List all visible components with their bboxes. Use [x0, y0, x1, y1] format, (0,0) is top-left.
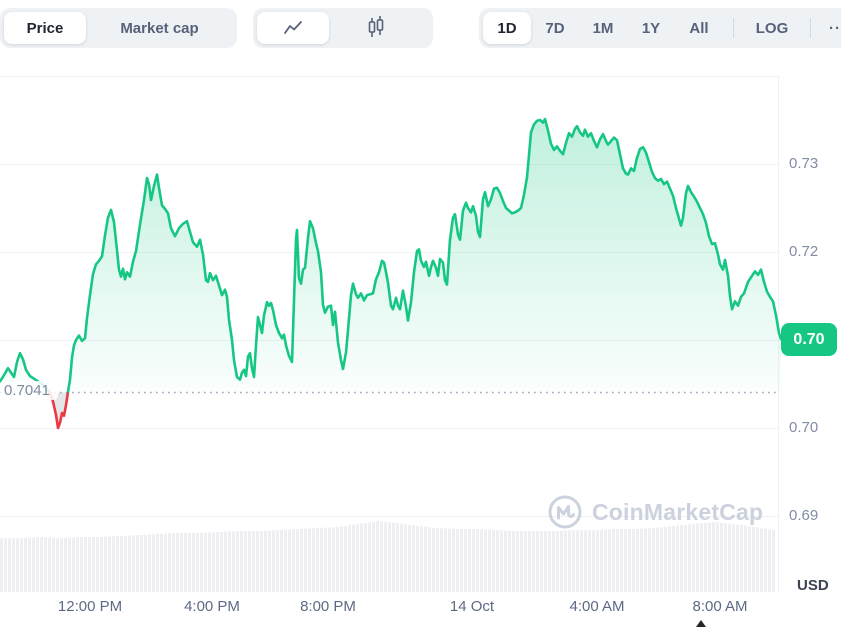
- candlestick-chart-icon: [368, 16, 384, 37]
- last-price-badge: 0.70: [781, 323, 837, 356]
- x-tick-4-00-am: 4:00 AM: [569, 598, 625, 615]
- chart-type-toggle: [253, 8, 433, 48]
- coinmarketcap-watermark: CoinMarketCap: [547, 494, 763, 530]
- x-tick-14-oct: 14 Oct: [449, 598, 495, 615]
- chart-type-candlestick-chart[interactable]: [329, 12, 423, 44]
- volume-bars: [0, 521, 775, 592]
- toggle-price[interactable]: Price: [4, 12, 86, 44]
- range-1y[interactable]: 1Y: [641, 19, 661, 37]
- y-tick-0.73: 0.73: [789, 155, 819, 172]
- more-options-button[interactable]: ···: [829, 19, 841, 37]
- range-all[interactable]: All: [689, 19, 709, 37]
- time-range-group: 1D 7D 1M 1Y All LOG ···: [479, 8, 841, 48]
- watermark-text: CoinMarketCap: [592, 498, 764, 525]
- chart-type-line-chart[interactable]: [257, 12, 329, 44]
- range-1d[interactable]: 1D: [483, 12, 531, 44]
- baseline-price-label: 0.7041: [0, 380, 58, 400]
- toggle-market-cap[interactable]: Market cap: [120, 19, 199, 37]
- toolbar-divider: [733, 18, 734, 38]
- x-tick-12-00-pm: 12:00 PM: [57, 598, 123, 615]
- price-line-up: [0, 117, 783, 393]
- chart-toolbar: Price Market cap 1D 7D 1M 1Y All LOG ···: [0, 0, 841, 56]
- range-1m[interactable]: 1M: [592, 19, 614, 37]
- x-tick-4-00-pm: 4:00 PM: [184, 598, 240, 615]
- range-7d[interactable]: 7D: [545, 19, 565, 37]
- y-tick-0.69: 0.69: [789, 507, 819, 524]
- toolbar-divider: [810, 18, 811, 38]
- x-tick-8-00-pm: 8:00 PM: [300, 598, 356, 615]
- coinmarketcap-logo-icon: [548, 495, 582, 529]
- y-tick-0.72: 0.72: [789, 243, 819, 260]
- price-area-fill: [0, 119, 781, 393]
- axis-caret-marker: [696, 620, 706, 627]
- x-tick-8-00-am: 8:00 AM: [692, 598, 748, 615]
- log-scale-button[interactable]: LOG: [755, 19, 789, 37]
- currency-unit-label: USD: [797, 577, 829, 594]
- price-marketcap-toggle: Price Market cap: [0, 8, 237, 48]
- line-chart-icon: [284, 21, 302, 34]
- y-tick-0.70: 0.70: [789, 419, 819, 436]
